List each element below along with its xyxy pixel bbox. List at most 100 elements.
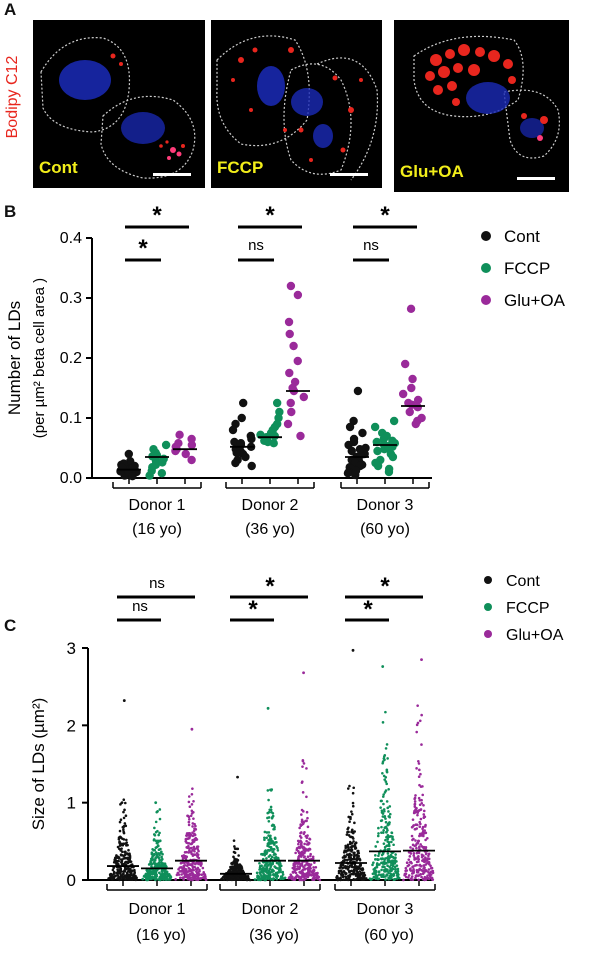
data-point-fccp [164, 864, 167, 867]
data-point-gluoa [426, 836, 429, 840]
data-point-gluoa [195, 868, 199, 872]
data-point-fccp [386, 859, 390, 863]
data-point-cont [232, 855, 235, 859]
data-point-fccp [273, 836, 277, 840]
data-point-gluoa [400, 359, 410, 369]
data-point-gluoa [287, 407, 296, 417]
data-point-fccp [265, 831, 269, 834]
data-point-fccp [275, 840, 278, 844]
data-point-gluoa [429, 864, 432, 868]
data-point-gluoa [175, 873, 179, 877]
data-point-fccp [163, 874, 167, 878]
data-point-fccp [380, 809, 384, 812]
cell-image-fccp [216, 35, 379, 181]
data-point-cont [247, 461, 256, 471]
data-point-fccp [396, 867, 400, 871]
data-point-fccp [280, 871, 284, 874]
data-point-fccp [388, 812, 392, 816]
data-point-fccp [387, 823, 391, 826]
data-point-cont [117, 863, 120, 866]
data-point-gluoa [420, 834, 423, 837]
data-point-gluoa [297, 855, 300, 859]
data-point-cont [115, 871, 118, 875]
data-point-fccp [152, 838, 156, 842]
data-point-gluoa [313, 874, 316, 878]
data-point-fccp [375, 857, 379, 861]
data-point-fccp [384, 467, 394, 477]
data-point-gluoa [193, 853, 197, 856]
data-point-fccp [156, 839, 160, 843]
data-point-gluoa [405, 861, 409, 865]
data-point-gluoa [422, 832, 425, 836]
data-point-fccp [377, 854, 380, 858]
data-point-cont [126, 861, 130, 865]
data-point-gluoa [193, 850, 196, 853]
data-point-fccp [381, 721, 385, 724]
data-point-cont [350, 810, 353, 813]
data-point-cont [350, 835, 353, 839]
significance-label-long: * [265, 202, 275, 229]
significance-label-long: * [152, 202, 162, 229]
data-point-gluoa [294, 871, 298, 875]
data-point-cont [356, 851, 360, 855]
data-point-fccp [381, 831, 385, 834]
data-point-cont [341, 871, 344, 875]
data-point-fccp [155, 810, 159, 814]
legend-marker-cont [481, 231, 491, 241]
data-point-cont [353, 857, 356, 861]
data-point-fccp [259, 878, 262, 882]
data-point-gluoa [420, 743, 423, 746]
data-point-gluoa [417, 878, 420, 882]
data-point-fccp [385, 770, 389, 774]
data-point-cont [122, 816, 126, 820]
data-point-gluoa [186, 814, 190, 818]
data-point-gluoa [291, 871, 295, 874]
data-point-gluoa [415, 730, 419, 734]
data-point-gluoa [196, 873, 200, 877]
data-point-fccp [159, 865, 163, 868]
data-point-fccp [274, 871, 278, 875]
data-point-fccp [145, 873, 149, 877]
data-point-cont [352, 786, 356, 790]
data-point-gluoa [301, 765, 304, 768]
data-point-cont [119, 867, 123, 871]
group-label: Donor 2 [242, 497, 299, 514]
data-point-fccp [271, 869, 274, 872]
data-point-gluoa [300, 855, 303, 858]
data-point-fccp [386, 840, 390, 843]
data-point-cont [352, 837, 355, 840]
data-point-gluoa [407, 383, 416, 393]
data-point-gluoa [182, 854, 186, 857]
data-point-gluoa [417, 796, 421, 800]
data-point-cont [350, 848, 354, 852]
data-point-gluoa [403, 873, 407, 877]
data-point-gluoa [175, 430, 184, 439]
legend-marker-cont [484, 576, 492, 584]
y-tick-label: 0.4 [60, 230, 82, 247]
data-point-cont [348, 840, 352, 844]
data-point-gluoa [408, 868, 412, 871]
data-point-gluoa [197, 876, 200, 879]
data-point-max [302, 671, 305, 675]
data-point-fccp [263, 873, 266, 877]
data-point-gluoa [299, 392, 309, 402]
data-point-fccp [272, 873, 275, 877]
data-point-fccp [386, 806, 390, 810]
data-point-cont [231, 876, 235, 879]
data-point-cont [343, 859, 346, 863]
data-point-fccp [150, 865, 153, 868]
data-point-cont [123, 801, 127, 805]
data-point-fccp [386, 834, 390, 837]
data-point-gluoa [191, 876, 195, 879]
data-point-gluoa [196, 878, 200, 882]
data-point-cont [345, 422, 355, 432]
data-point-gluoa [421, 829, 425, 833]
data-point-cont [353, 842, 357, 846]
data-point-cont [363, 873, 367, 877]
data-point-gluoa [195, 854, 199, 857]
data-point-cont [348, 820, 351, 824]
data-point-gluoa [308, 837, 311, 841]
data-point-gluoa [414, 794, 417, 797]
data-point-fccp [158, 831, 161, 835]
data-point-gluoa [411, 878, 415, 882]
